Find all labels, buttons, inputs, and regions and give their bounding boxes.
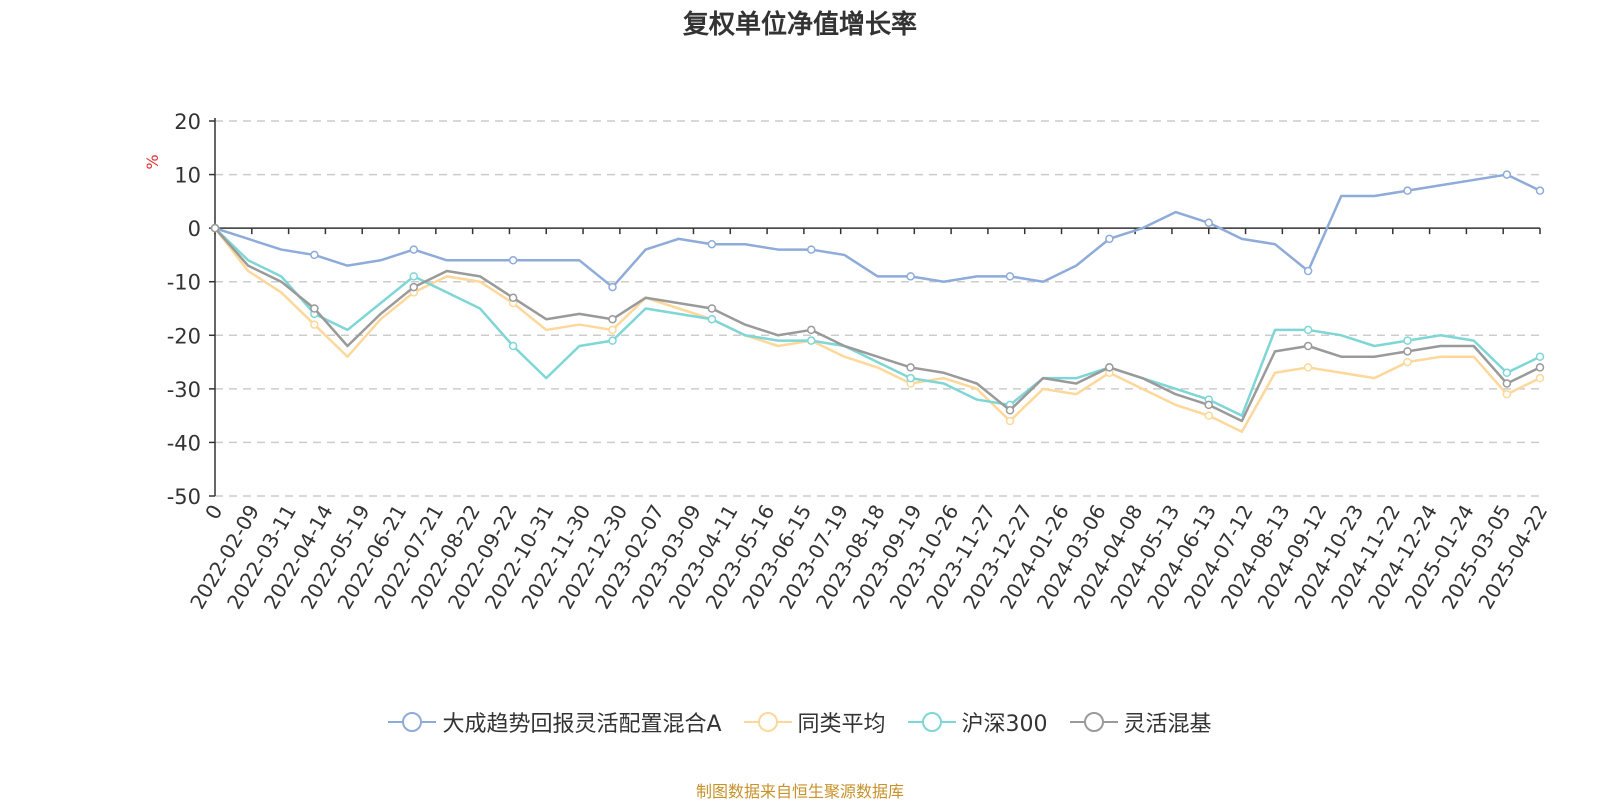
series-point	[1502, 368, 1512, 378]
series-point	[1303, 363, 1313, 372]
series-point	[409, 245, 418, 254]
series-point	[1535, 363, 1545, 372]
legend-label: 灵活混基	[1123, 712, 1212, 737]
legend-item[interactable]: 同类平均	[743, 706, 886, 738]
series-point	[906, 373, 915, 383]
x-tick-label: 0	[200, 501, 227, 524]
series-point	[906, 272, 915, 281]
series-point	[1303, 341, 1313, 351]
series-point	[409, 272, 418, 281]
series-point	[1204, 411, 1213, 420]
series-point	[707, 304, 717, 313]
series-point	[608, 336, 617, 345]
y-tick-label: -50	[167, 485, 201, 509]
legend-marker-icon	[743, 712, 792, 732]
series-point	[707, 239, 717, 249]
series-point	[1403, 357, 1412, 367]
series-point	[1535, 373, 1545, 383]
series-point	[1535, 186, 1545, 195]
series-line	[214, 173, 1541, 289]
series-point	[1204, 400, 1213, 410]
series-point	[1303, 325, 1313, 335]
y-tick-label: -20	[167, 324, 201, 348]
series-point	[608, 314, 617, 324]
y-tick-label: -10	[167, 271, 201, 295]
series-point	[508, 256, 518, 265]
y-tick-label: 20	[174, 110, 201, 134]
y-axis-label: %	[143, 154, 162, 169]
series-point	[608, 282, 617, 292]
series-point	[1403, 347, 1412, 356]
series-point	[1502, 389, 1512, 399]
series-point	[707, 314, 717, 324]
legend-label: 沪深300	[961, 712, 1048, 737]
series-point	[1105, 363, 1114, 372]
y-tick-label: 10	[174, 164, 201, 188]
legend-label: 同类平均	[797, 712, 886, 737]
series-point	[1303, 266, 1313, 276]
series-point	[1005, 272, 1015, 281]
legend-item[interactable]: 大成趋势回报灵活配置混合A	[388, 706, 722, 738]
y-tick-label: -30	[167, 378, 201, 402]
series-point	[508, 293, 518, 303]
series-point	[310, 250, 319, 260]
series-line	[214, 227, 1541, 417]
series-line	[214, 227, 1541, 433]
series-point	[807, 325, 816, 335]
series-point	[1502, 170, 1512, 179]
series-point	[1105, 234, 1114, 244]
legend-marker-icon	[1069, 712, 1118, 732]
legend: 大成趋势回报灵活配置混合A 同类平均 沪深300 灵活混基	[0, 706, 1600, 738]
legend-marker-icon	[907, 712, 956, 732]
series-point	[906, 363, 915, 372]
series-point	[409, 282, 418, 292]
series-point	[1005, 416, 1015, 426]
series-point	[310, 304, 319, 313]
source-note: 制图数据来自恒生聚源数据库	[695, 782, 904, 801]
series-point	[1204, 218, 1213, 228]
legend-item[interactable]: 灵活混基	[1069, 706, 1212, 738]
series-point	[310, 320, 319, 329]
y-tick-label: -40	[167, 431, 201, 455]
series-line	[214, 227, 1541, 423]
series-point	[1535, 352, 1545, 361]
series-point	[608, 325, 617, 335]
y-tick-label: 0	[188, 217, 201, 241]
series-point	[210, 223, 220, 233]
chart-title: 复权单位净值增长率	[682, 10, 917, 40]
series-point	[1403, 336, 1412, 345]
series-point	[1502, 379, 1512, 388]
legend-label: 大成趋势回报灵活配置混合A	[442, 712, 722, 737]
legend-item[interactable]: 沪深300	[907, 706, 1048, 738]
legend-marker-icon	[388, 712, 437, 732]
series-point	[1403, 186, 1412, 195]
series-point	[1005, 406, 1015, 415]
series-point	[508, 341, 518, 351]
series-point	[807, 245, 816, 254]
series-point	[807, 336, 816, 345]
